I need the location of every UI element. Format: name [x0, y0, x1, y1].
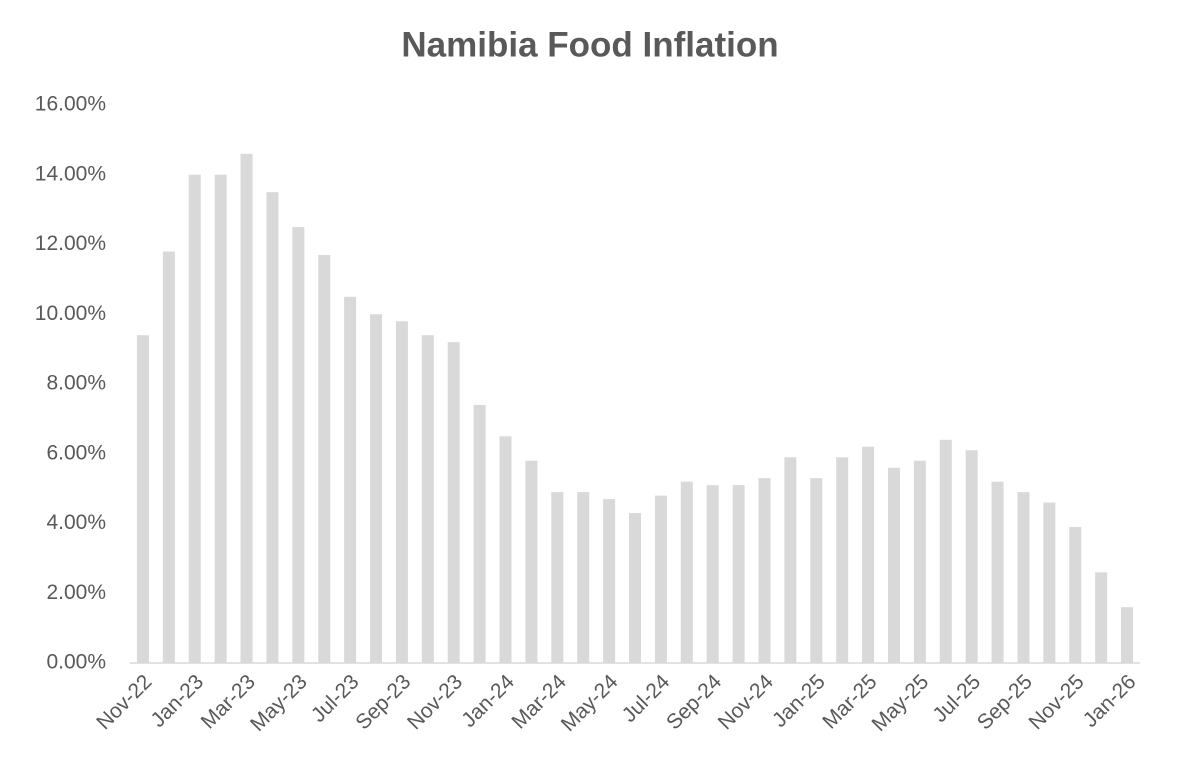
bar — [240, 153, 253, 663]
bar — [136, 335, 149, 663]
bar — [473, 404, 486, 663]
bar — [965, 450, 978, 663]
bar — [395, 321, 408, 663]
y-tick-label: 12.00% — [35, 232, 106, 255]
y-tick-label: 8.00% — [46, 372, 106, 395]
bar — [318, 254, 331, 663]
bar — [162, 251, 175, 663]
y-tick-label: 14.00% — [35, 162, 106, 185]
bar — [577, 492, 590, 663]
bar — [1069, 526, 1082, 663]
y-tick-label: 0.00% — [46, 651, 106, 674]
bar — [629, 513, 641, 663]
x-tick-label: Nov-24 — [714, 670, 778, 734]
bar — [913, 460, 926, 663]
bar — [344, 296, 357, 663]
bar — [732, 485, 745, 663]
bar — [1121, 607, 1134, 663]
bar — [862, 446, 875, 663]
x-tick-label: May-23 — [246, 670, 312, 736]
bar — [525, 460, 538, 663]
x-tick-label: Jan-26 — [1079, 670, 1141, 732]
x-tick-label: Nov-22 — [92, 670, 156, 734]
x-tick-label: Jan-23 — [147, 670, 209, 732]
x-tick-label: Sep-23 — [351, 670, 415, 734]
x-tick-label: Sep-24 — [662, 670, 726, 734]
bar — [810, 478, 823, 663]
x-tick-label: Sep-25 — [973, 670, 1037, 734]
chart-title: Namibia Food Inflation — [401, 25, 778, 64]
bar — [654, 495, 667, 663]
bar — [214, 174, 227, 663]
y-tick-label: 6.00% — [46, 441, 106, 464]
bar — [784, 457, 797, 663]
y-tick-label: 2.00% — [46, 581, 106, 604]
x-tick-label: Jan-25 — [768, 670, 830, 732]
bar — [447, 342, 460, 663]
bar — [603, 499, 616, 663]
x-tick-label: May-25 — [868, 670, 934, 736]
bar — [551, 492, 564, 663]
bar — [188, 174, 201, 663]
y-tick-label: 10.00% — [35, 302, 106, 325]
bar — [421, 335, 434, 663]
bar — [1095, 572, 1108, 663]
y-tick-label: 16.00% — [35, 93, 106, 116]
y-tick-label: 4.00% — [46, 511, 106, 534]
x-tick-label: May-24 — [557, 670, 623, 736]
bar — [758, 478, 771, 663]
bar — [680, 481, 693, 663]
bar — [1017, 492, 1030, 663]
bar — [836, 457, 849, 663]
x-tick-label: Nov-25 — [1025, 670, 1089, 734]
bar — [266, 192, 279, 663]
bar — [939, 439, 952, 663]
bar — [370, 314, 383, 663]
x-tick-label: Nov-23 — [403, 670, 467, 734]
bar — [887, 467, 900, 663]
bar — [292, 227, 305, 663]
x-tick-label: Jan-24 — [457, 670, 519, 732]
bar — [1043, 502, 1056, 663]
bar — [499, 436, 512, 663]
bar — [706, 485, 719, 663]
bar — [991, 481, 1004, 663]
